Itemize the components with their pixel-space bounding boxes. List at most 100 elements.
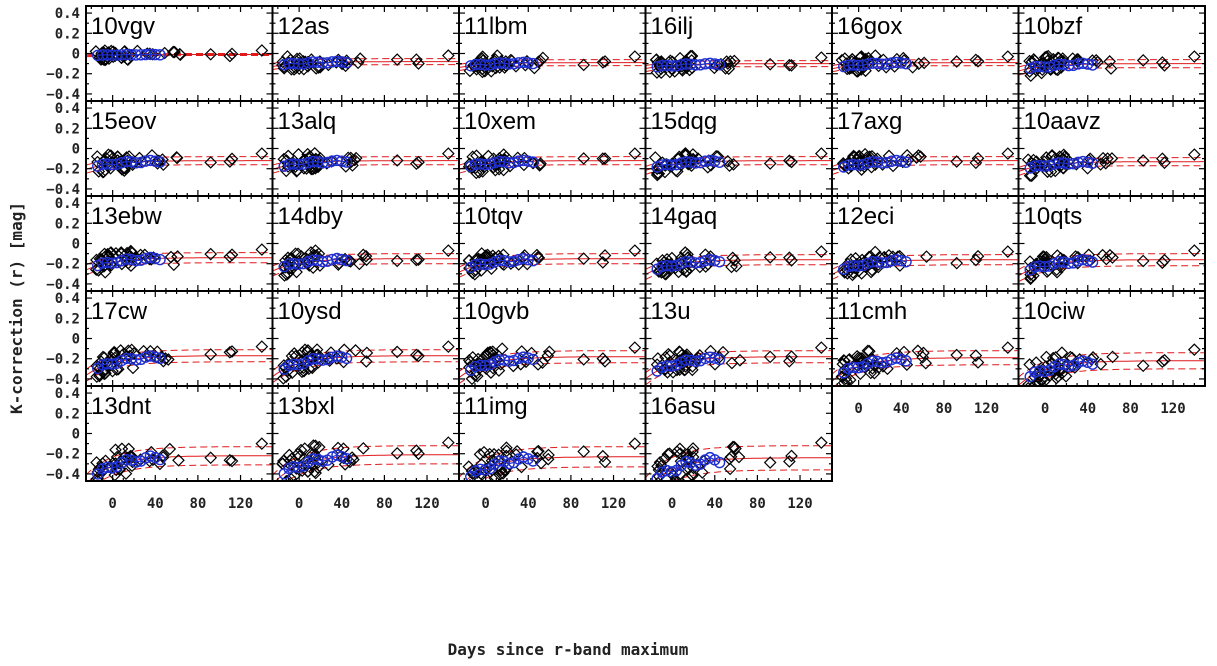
highlight-line [283, 159, 347, 167]
panel-14gaq: 14gaq [644, 195, 833, 292]
data-diamond [888, 60, 901, 73]
panel-plot-area [459, 147, 645, 180]
panel-title: 17axg [837, 108, 902, 135]
y-tick-label: 0.2 [55, 406, 80, 422]
data-diamond [598, 354, 612, 368]
data-diamond [390, 446, 404, 460]
y-tick-label: 0.2 [55, 216, 80, 232]
highlight-circle [503, 457, 515, 470]
data-diamond [312, 440, 326, 454]
data-diamond [912, 57, 926, 71]
panel-title: 11img [464, 393, 528, 420]
data-diamond [695, 466, 709, 479]
data-diamond [868, 49, 882, 62]
panel-plot-area [86, 340, 272, 383]
data-diamond [1046, 351, 1060, 365]
model-curve-upper [645, 60, 831, 66]
x-tick-label: 0 [108, 496, 116, 512]
data-diamond [726, 440, 740, 454]
highlight-line [470, 159, 534, 167]
model-curve-lower [459, 263, 645, 278]
panel-title: 13dnt [91, 393, 151, 420]
y-tick-label: 0.4 [55, 6, 80, 22]
data-diamond [530, 248, 544, 262]
highlight-circle [154, 352, 166, 365]
data-diamond [225, 345, 239, 358]
data-diamond [255, 243, 269, 256]
y-tick-label: −0.4 [46, 467, 80, 483]
data-diamond [412, 155, 425, 169]
data-diamond [277, 372, 290, 385]
panel-17cw: 17cw [85, 290, 274, 387]
y-tick-label: −0.2 [46, 67, 80, 83]
data-diamond [225, 47, 239, 61]
highlight-circle [900, 57, 912, 70]
data-diamond [917, 56, 931, 70]
highlight-circle [522, 352, 534, 364]
data-diamond [1096, 151, 1110, 165]
data-diamond [412, 253, 425, 266]
data-diamond [294, 443, 308, 457]
data-diamond [950, 348, 964, 362]
data-diamond [223, 453, 237, 467]
highlight-circle [680, 456, 692, 468]
model-curve-upper [832, 59, 1018, 67]
data-diamond [785, 254, 798, 267]
panel-plot-area [459, 341, 645, 386]
data-diamond [577, 445, 591, 458]
data-diamond [733, 353, 747, 367]
panel-plot-area [1018, 343, 1204, 386]
data-diamond [672, 150, 686, 164]
highlight-line [97, 455, 161, 475]
data-diamond [170, 151, 183, 164]
model-curve-lower [459, 164, 645, 174]
data-diamond [337, 343, 351, 357]
data-diamond [166, 45, 180, 59]
x-tick-label: 80 [935, 401, 952, 417]
data-diamond [495, 342, 509, 356]
x-tick-label: 120 [414, 496, 439, 512]
data-diamond [838, 52, 852, 65]
panel-16asu: 16asu [644, 385, 833, 482]
y-tick-label: −0.2 [46, 352, 80, 368]
data-diamond [356, 441, 370, 455]
data-diamond [490, 49, 504, 62]
data-diamond [1158, 253, 1171, 267]
model-curve-upper [86, 252, 272, 266]
data-diamond [835, 370, 849, 383]
data-diamond [763, 456, 777, 469]
data-diamond [204, 247, 218, 261]
data-diamond [725, 260, 738, 274]
panel-title: 15eov [91, 108, 156, 135]
data-diamond [159, 352, 172, 365]
x-tick-label: 80 [189, 496, 206, 512]
highlight-circle [336, 253, 348, 266]
data-diamond [137, 344, 150, 358]
data-diamond [223, 155, 237, 168]
highlight-circle [340, 254, 353, 267]
panel-11cmh: 11cmh [831, 290, 1020, 387]
data-diamond [1100, 252, 1113, 266]
data-diamond [471, 360, 485, 373]
data-diamond [596, 56, 610, 69]
panel-plot-area [832, 245, 1018, 282]
data-diamond [390, 254, 404, 268]
data-diamond [279, 370, 293, 384]
x-tick-label: 40 [706, 496, 723, 512]
panel-15eov: 15eov [85, 100, 274, 197]
y-axis-tick-labels: 0.40.20−0.2−0.40.40.20−0.2−0.40.40.20−0.… [46, 6, 80, 483]
data-diamond [1106, 350, 1119, 364]
panel-plot-area [272, 244, 458, 282]
data-diamond [650, 168, 664, 182]
data-diamond [1001, 50, 1015, 63]
panel-plot-area [86, 147, 272, 179]
panel-title: 10ysd [278, 298, 342, 325]
y-tick-label: −0.2 [46, 447, 80, 463]
panel-10ciw: 10ciw [1017, 290, 1206, 387]
data-diamond [814, 436, 828, 449]
data-diamond [598, 55, 612, 68]
data-diamond [280, 474, 293, 481]
data-diamond [1136, 254, 1150, 268]
data-diamond [969, 253, 983, 267]
